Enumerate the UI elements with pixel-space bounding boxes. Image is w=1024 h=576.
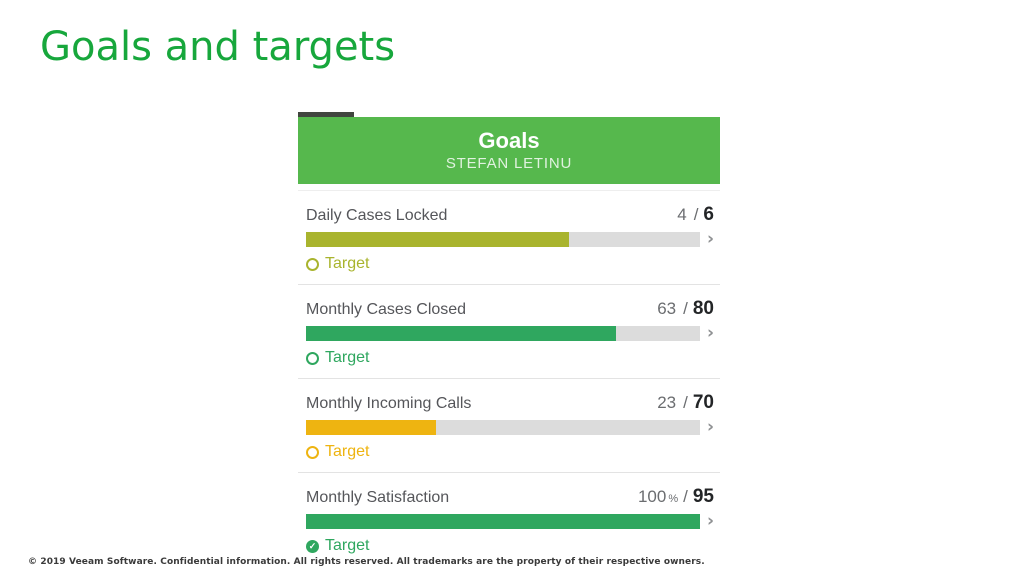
goal-target-value: 95 bbox=[692, 486, 714, 507]
chevron-right-icon[interactable]: › bbox=[706, 417, 714, 437]
goals-card-header: Goals STEFAN LETINU bbox=[298, 117, 720, 184]
goal-value-separator: / bbox=[693, 205, 699, 224]
goal-current-value: 63 bbox=[657, 299, 677, 318]
goal-unit: % bbox=[668, 493, 679, 505]
progress-bar-track bbox=[306, 232, 700, 247]
goal-target-row: Target bbox=[306, 444, 714, 460]
goal-value-separator: / bbox=[683, 487, 688, 506]
goal-value-separator: / bbox=[683, 393, 688, 412]
goal-target-value: 80 bbox=[692, 298, 714, 319]
goal-current-value: 4 bbox=[677, 205, 687, 224]
goal-target-row: Target bbox=[306, 350, 714, 366]
goal-row: Daily Cases Locked 4 /6 › Target bbox=[298, 190, 720, 284]
cropped-text-artifact bbox=[298, 112, 354, 117]
chevron-right-icon[interactable]: › bbox=[706, 511, 714, 531]
progress-bar-fill bbox=[306, 514, 700, 529]
goal-progress-row: › bbox=[306, 323, 714, 343]
goal-row-header: Monthly Incoming Calls 23 /70 bbox=[306, 392, 714, 414]
goal-row-header: Monthly Cases Closed 63 /80 bbox=[306, 298, 714, 320]
progress-bar-track bbox=[306, 326, 700, 341]
progress-bar-fill bbox=[306, 326, 617, 341]
goal-name: Monthly Satisfaction bbox=[306, 489, 450, 506]
goal-progress-row: › bbox=[306, 229, 714, 249]
chevron-right-icon[interactable]: › bbox=[706, 229, 714, 249]
goal-target-row: ✓ Target bbox=[306, 538, 714, 554]
copyright-footer: © 2019 Veeam Software. Confidential info… bbox=[28, 557, 705, 567]
target-label: Target bbox=[325, 349, 370, 366]
target-label: Target bbox=[325, 537, 370, 554]
goals-card-subtitle: STEFAN LETINU bbox=[445, 155, 573, 173]
goal-value-separator: / bbox=[683, 299, 688, 318]
goal-row: Monthly Cases Closed 63 /80 › Target bbox=[298, 284, 720, 378]
goal-value: 4 /6 bbox=[677, 204, 714, 226]
progress-bar-track bbox=[306, 420, 700, 435]
goal-name: Daily Cases Locked bbox=[306, 207, 448, 224]
goal-current-value: 100 bbox=[637, 487, 667, 506]
goal-value: 23 /70 bbox=[657, 392, 714, 414]
progress-bar-fill bbox=[306, 420, 436, 435]
goal-row: Monthly Satisfaction 100% /95 › ✓ Target bbox=[298, 472, 720, 566]
goal-value: 100% /95 bbox=[638, 486, 714, 508]
goals-list: Daily Cases Locked 4/6 › Target Monthly … bbox=[298, 184, 720, 566]
goal-value: 63 /80 bbox=[657, 298, 714, 320]
goal-progress-row: › bbox=[306, 511, 714, 531]
goals-card-title: Goals bbox=[478, 127, 540, 153]
goals-widget-card: Goals STEFAN LETINU Daily Cases Locked 4… bbox=[298, 112, 720, 566]
goal-name: Monthly Cases Closed bbox=[306, 301, 467, 318]
goal-row-header: Daily Cases Locked 4 /6 bbox=[306, 204, 714, 226]
target-check-icon: ✓ bbox=[306, 539, 319, 553]
progress-bar-fill bbox=[306, 232, 569, 247]
target-label: Target bbox=[325, 443, 370, 460]
goal-target-row: Target bbox=[306, 256, 714, 272]
goal-row-header: Monthly Satisfaction 100% /95 bbox=[306, 486, 714, 508]
target-ring-icon bbox=[306, 351, 319, 365]
goal-progress-row: › bbox=[306, 417, 714, 437]
slide-title: Goals and targets bbox=[40, 24, 396, 70]
target-ring-icon bbox=[306, 445, 319, 459]
goal-target-value: 70 bbox=[692, 392, 714, 413]
target-label: Target bbox=[325, 255, 370, 272]
goal-target-value: 6 bbox=[703, 204, 714, 225]
chevron-right-icon[interactable]: › bbox=[706, 323, 714, 343]
progress-bar-track bbox=[306, 514, 700, 529]
goal-row: Monthly Incoming Calls 23 /70 › Target bbox=[298, 378, 720, 472]
target-ring-icon bbox=[306, 257, 319, 271]
goal-current-value: 23 bbox=[657, 393, 677, 412]
goal-name: Monthly Incoming Calls bbox=[306, 395, 472, 412]
